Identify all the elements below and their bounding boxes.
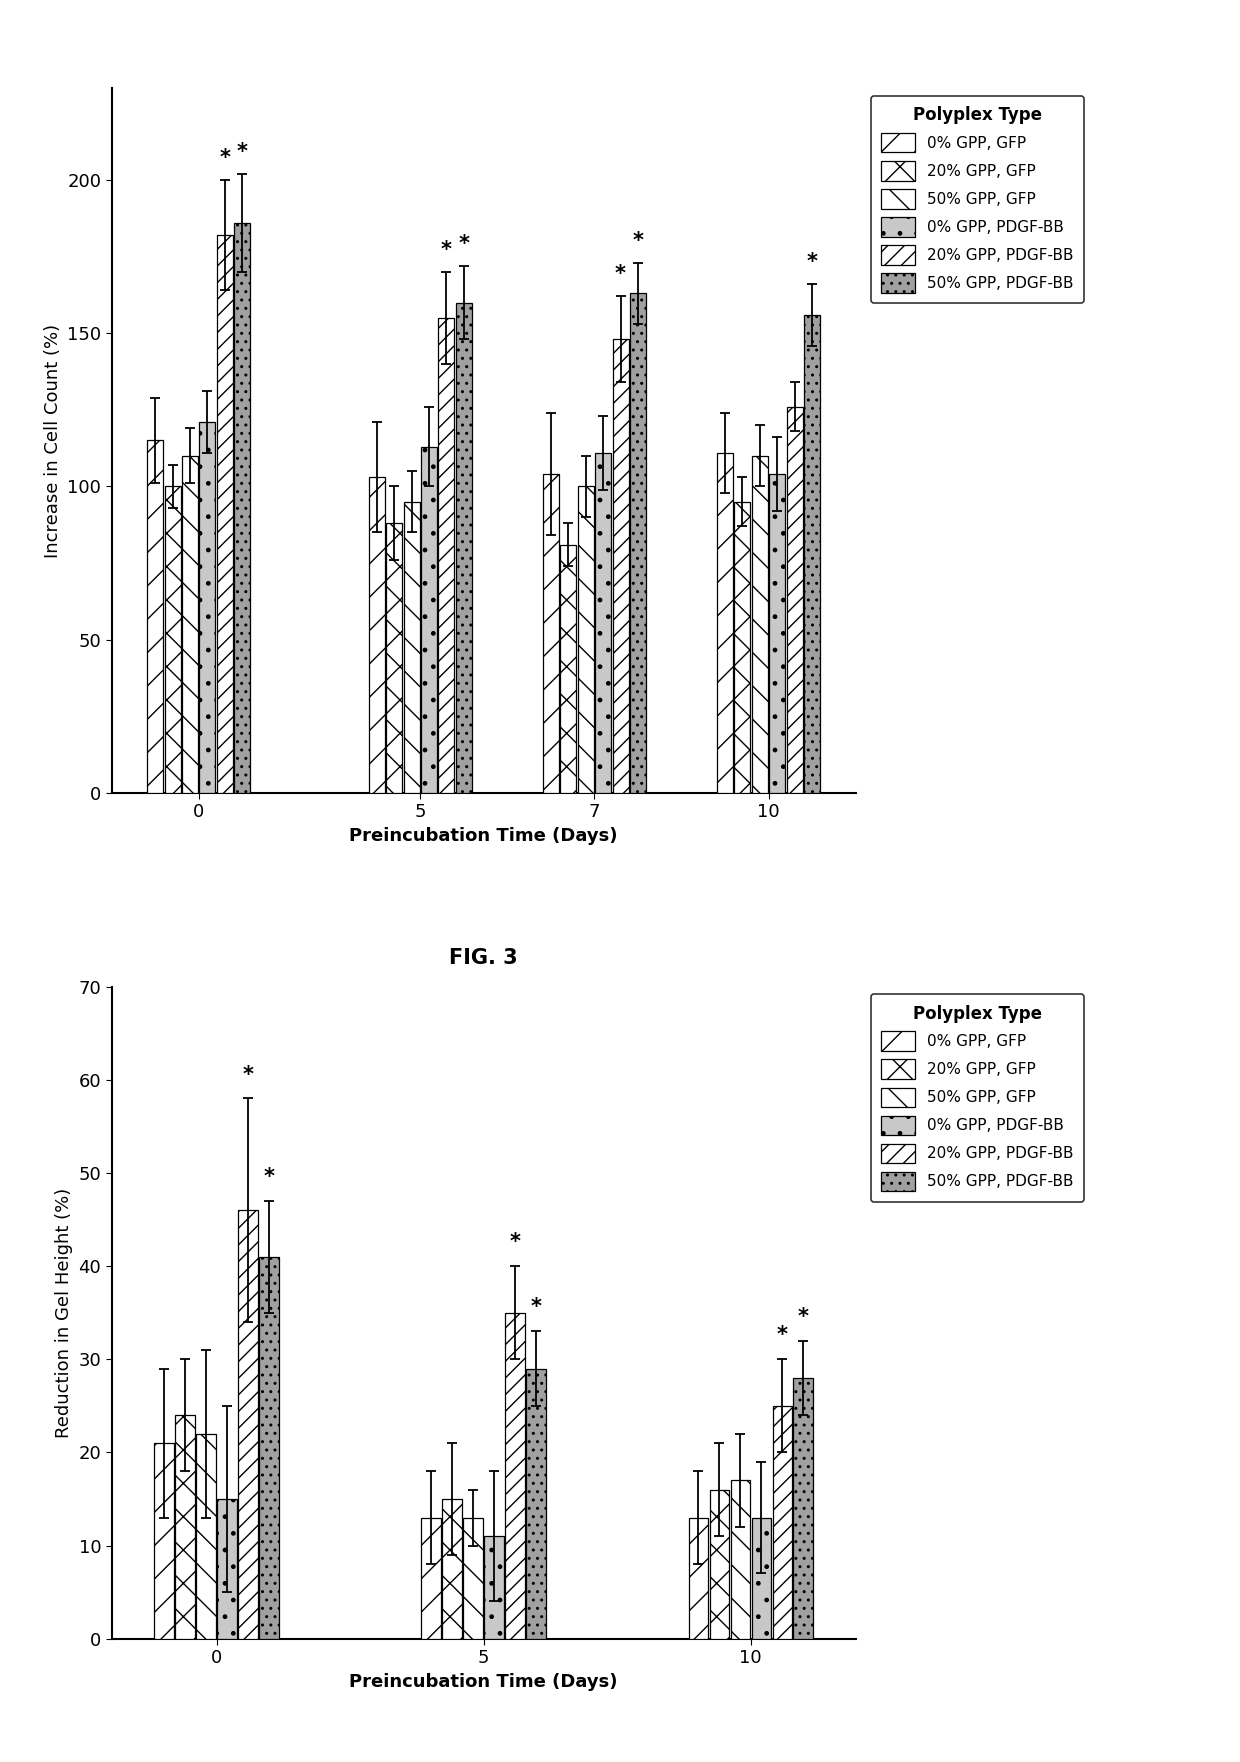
Bar [464,1517,482,1639]
Bar [456,303,472,793]
Bar [804,315,820,793]
Bar [259,1256,279,1639]
Bar [175,1415,195,1639]
Bar [613,340,629,793]
Text: *: * [263,1166,274,1188]
Bar [734,502,750,793]
X-axis label: Preincubation Time (Days): Preincubation Time (Days) [350,1672,618,1690]
Bar [527,1369,546,1639]
Text: *: * [776,1325,787,1346]
Text: *: * [797,1307,808,1327]
Bar [200,423,216,793]
Bar [443,1499,461,1639]
Text: *: * [510,1232,521,1253]
Bar [794,1378,812,1639]
Y-axis label: Increase in Cell Count (%): Increase in Cell Count (%) [43,324,62,557]
Bar [368,478,384,793]
Text: *: * [441,240,451,259]
Bar [717,453,733,793]
Bar [730,1480,750,1639]
Bar [630,294,646,793]
Bar [217,234,233,793]
Bar [196,1434,216,1639]
Bar [386,523,402,793]
Bar [485,1536,503,1639]
Legend: 0% GPP, GFP, 20% GPP, GFP, 50% GPP, GFP, 0% GPP, PDGF-BB, 20% GPP, PDGF-BB, 50% : 0% GPP, GFP, 20% GPP, GFP, 50% GPP, GFP,… [870,95,1085,303]
Bar [165,486,181,793]
Text: *: * [219,148,231,167]
X-axis label: Preincubation Time (Days): Preincubation Time (Days) [350,826,618,844]
Text: *: * [237,141,248,162]
Bar [148,440,164,793]
Legend: 0% GPP, GFP, 20% GPP, GFP, 50% GPP, GFP, 0% GPP, PDGF-BB, 20% GPP, PDGF-BB, 50% : 0% GPP, GFP, 20% GPP, GFP, 50% GPP, GFP,… [870,994,1085,1202]
Bar [560,544,577,793]
Bar [217,1499,237,1639]
Bar [506,1313,525,1639]
Text: *: * [459,234,469,254]
Text: *: * [243,1064,253,1085]
Text: *: * [806,252,817,271]
Bar [709,1489,729,1639]
Bar [786,407,802,793]
Bar [155,1443,174,1639]
Bar [543,474,559,793]
Text: *: * [632,231,644,250]
Text: FIG. 3: FIG. 3 [449,948,518,967]
Text: *: * [531,1297,542,1318]
Bar [422,1517,440,1639]
Bar [751,1517,771,1639]
Bar [420,446,436,793]
Bar [751,456,768,793]
Bar [439,317,454,793]
Bar [234,224,250,793]
Bar [595,453,611,793]
Bar [238,1210,258,1639]
Bar [773,1406,792,1639]
Bar [182,456,198,793]
Bar [688,1517,708,1639]
Bar [769,474,785,793]
Bar [578,486,594,793]
Y-axis label: Reduction in Gel Height (%): Reduction in Gel Height (%) [55,1188,73,1438]
Text: *: * [615,264,626,284]
Bar [403,502,419,793]
